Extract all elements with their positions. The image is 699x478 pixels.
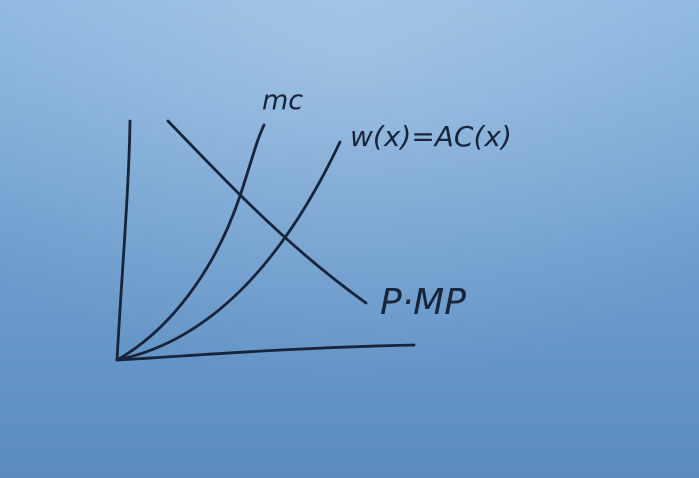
mc-curve xyxy=(115,123,266,362)
p-mp-curve xyxy=(166,119,368,305)
wage-ac-curve xyxy=(115,140,342,362)
label-mc: mc xyxy=(262,85,303,116)
label-wage-equals-average-cost: w(x)=AC(x) xyxy=(350,120,512,153)
graph-drawing: mc w(x)=AC(x) P·MP xyxy=(115,85,512,362)
x-axis xyxy=(115,343,416,362)
label-p-mp: P·MP xyxy=(380,282,466,323)
y-axis xyxy=(115,119,132,362)
